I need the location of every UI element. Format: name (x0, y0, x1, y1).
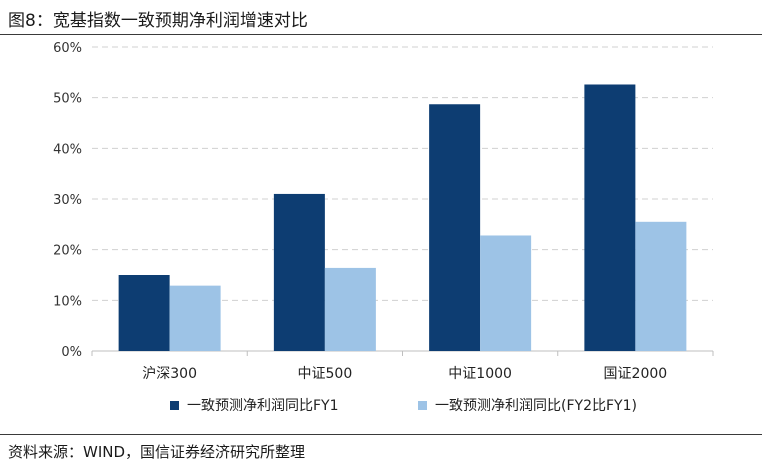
chart-title: 图8：宽基指数一致预期净利润增速对比 (8, 11, 308, 31)
legend-item-series1: 一致预测净利润同比FY1 (170, 395, 339, 415)
x-tick-label: 沪深300 (142, 366, 197, 382)
y-tick-label: 60% (53, 41, 82, 56)
bar-fy1 (429, 104, 481, 352)
x-tick-label: 国证2000 (604, 366, 668, 382)
y-tick-label: 0% (61, 345, 82, 360)
source-note: 资料来源：WIND，国信证券经济研究所整理 (8, 443, 306, 461)
bar-fy1 (584, 84, 636, 351)
legend-label-series1: 一致预测净利润同比FY1 (187, 398, 339, 414)
bar-fy2-vs-fy1 (635, 221, 687, 351)
legend-label-series2: 一致预测净利润同比(FY2比FY1) (435, 398, 637, 414)
bar-fy2-vs-fy1 (480, 235, 532, 351)
top-divider (0, 34, 762, 35)
x-tick-label: 中证1000 (448, 366, 512, 382)
y-tick-label: 40% (53, 142, 82, 157)
bottom-divider (0, 434, 762, 435)
y-tick-label: 10% (53, 294, 82, 309)
legend-item-series2: 一致预测净利润同比(FY2比FY1) (418, 395, 637, 415)
bar-chart: 0% 10% 20% 30% 40% 50% 60% 沪深300 中证500 中证1000 国证2… (53, 41, 714, 382)
bar-fy1 (273, 193, 325, 351)
bar-fy2-vs-fy1 (169, 285, 221, 351)
x-tick-label: 中证500 (298, 366, 353, 382)
y-tick-label: 30% (53, 193, 82, 208)
legend-swatch-series2 (418, 400, 427, 410)
y-tick-label: 50% (53, 92, 82, 107)
legend-swatch-series1 (170, 400, 179, 410)
legend: 一致预测净利润同比FY1 一致预测净利润同比(FY2比FY1) (0, 395, 762, 417)
bar-fy2-vs-fy1 (324, 267, 376, 351)
y-tick-label: 20% (53, 244, 82, 259)
bar-fy1 (118, 275, 170, 351)
